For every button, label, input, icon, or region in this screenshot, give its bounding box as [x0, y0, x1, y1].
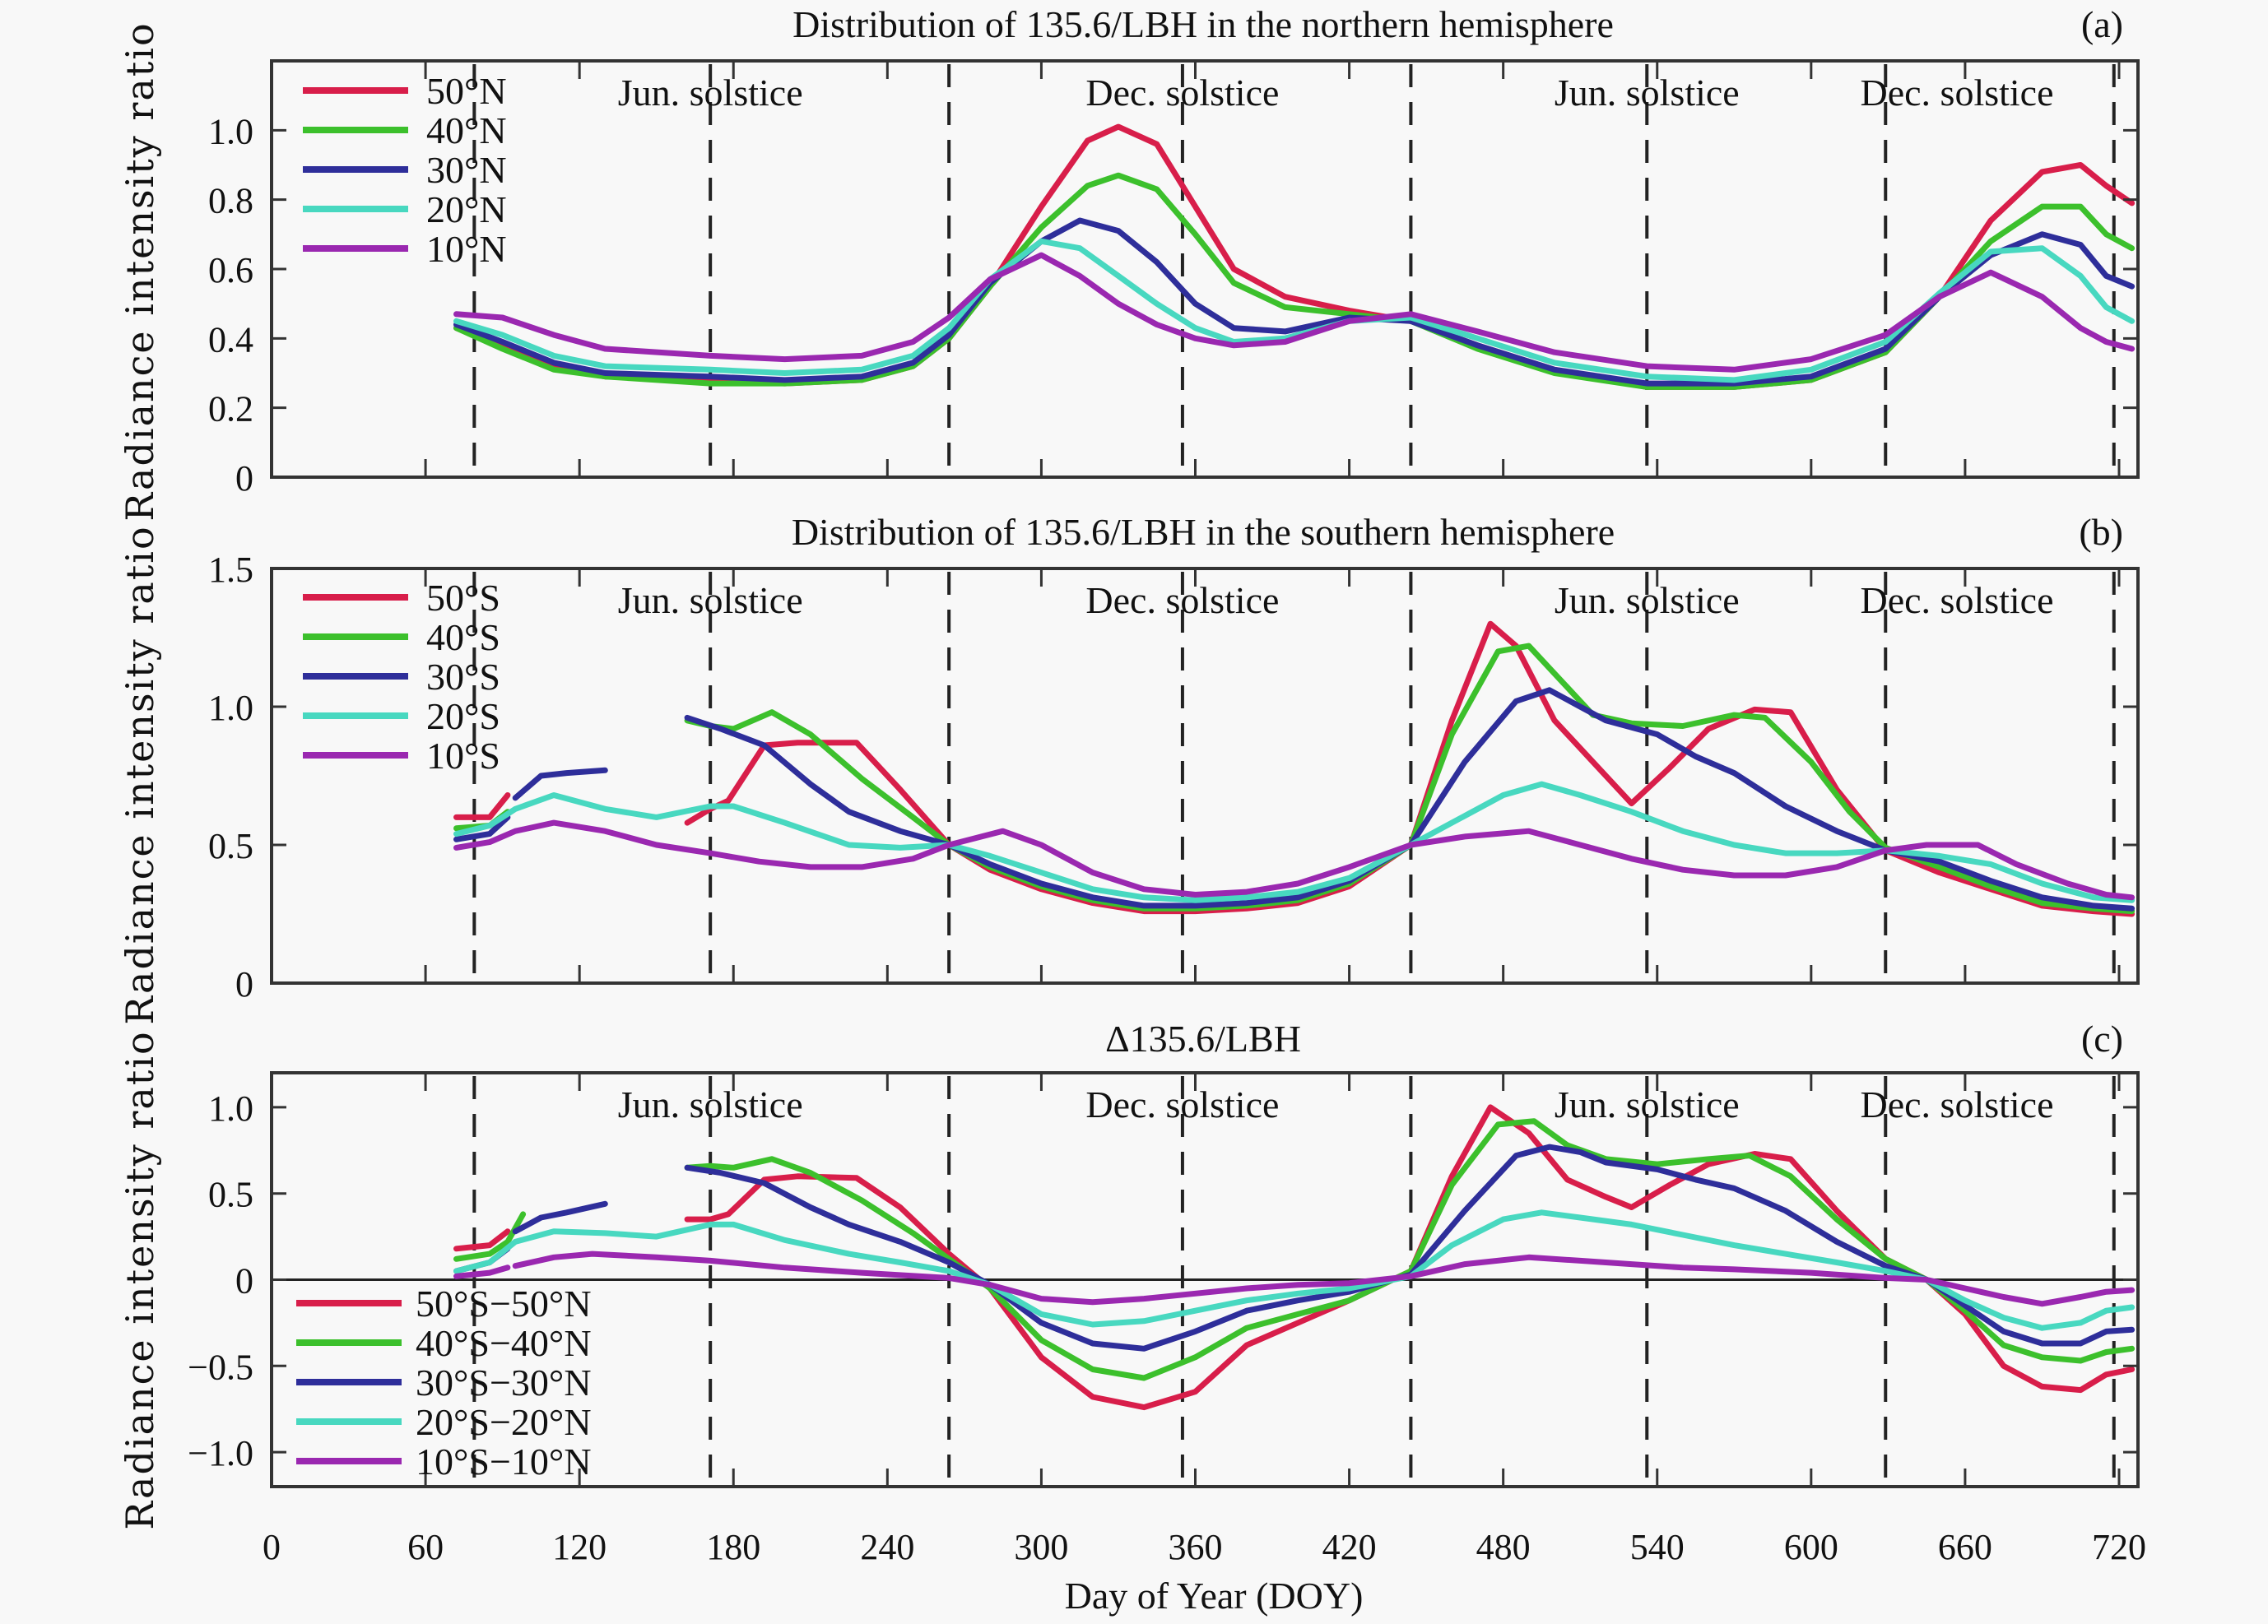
legend-label: 20°S−20°N: [416, 1401, 592, 1443]
x-tick-label: 120: [552, 1527, 607, 1567]
panel-b-southern-hemisphere: Distribution of 135.6/LBH in the souther…: [118, 511, 2140, 1025]
panel-c-label: (c): [2081, 1018, 2123, 1060]
panel-b-label: (b): [2079, 511, 2123, 553]
legend-label: 50°S−50°N: [416, 1283, 592, 1325]
series-line-50°S−50°N: [453, 1228, 511, 1252]
legend-label: 50°S: [426, 577, 500, 619]
solstice-annotation: Dec. solstice: [1860, 72, 2053, 114]
y-tick-label: 1.0: [208, 1088, 253, 1129]
y-tick-label: 0: [235, 458, 253, 499]
y-tick-label: 0.5: [208, 1175, 253, 1215]
legend-label: 10°S: [426, 735, 500, 777]
x-tick-label: 420: [1322, 1527, 1377, 1567]
x-tick-label: 300: [1014, 1527, 1068, 1567]
y-tick-label: 0.4: [208, 319, 253, 360]
legend-label: 20°N: [426, 188, 507, 230]
x-tick-label: 360: [1169, 1527, 1223, 1567]
series-line-30°S: [512, 767, 608, 801]
y-tick-label: 0: [235, 964, 253, 1005]
x-axis-label: Day of Year (DOY): [1065, 1575, 1364, 1617]
solstice-annotation: Jun. solstice: [1555, 1083, 1740, 1125]
legend-label: 30°S: [426, 656, 500, 698]
solstice-annotation: Jun. solstice: [1555, 72, 1740, 114]
series-line-50°S: [453, 792, 511, 820]
y-tick-label: 1.0: [208, 688, 253, 728]
y-tick-label: −1.0: [188, 1433, 253, 1473]
panel-a-title: Distribution of 135.6/LBH in the norther…: [792, 3, 1614, 45]
y-tick-label: 0.2: [208, 389, 253, 429]
solstice-annotation: Dec. solstice: [1085, 579, 1279, 621]
solstice-annotation: Jun. solstice: [1555, 579, 1740, 621]
x-tick-label: 0: [263, 1527, 281, 1567]
legend-label: 30°N: [426, 149, 507, 191]
panel-b-y-axis-label: Radiance intensity ratio: [118, 525, 162, 1024]
x-tick-label: 600: [1784, 1527, 1838, 1567]
solstice-annotation: Dec. solstice: [1085, 72, 1279, 114]
solstice-annotation: Dec. solstice: [1860, 1083, 2053, 1125]
x-tick-label: 60: [407, 1527, 444, 1567]
series-line-40°S−40°N: [453, 1211, 527, 1262]
plot-frame: [270, 567, 2140, 985]
solstice-annotation: Dec. solstice: [1860, 579, 2053, 621]
x-tick-label: 660: [1938, 1527, 1992, 1567]
series-line-10°S−10°N: [512, 1250, 2136, 1307]
y-tick-label: 0: [235, 1261, 253, 1302]
series-line-20°S: [453, 781, 2136, 903]
x-tick-label: 180: [706, 1527, 760, 1567]
legend-label: 10°S−10°N: [416, 1441, 592, 1482]
legend-label: 40°N: [426, 109, 507, 151]
panel-c-title: Δ135.6/LBH: [1105, 1018, 1301, 1060]
legend-label: 10°N: [426, 228, 507, 270]
y-tick-label: 0.8: [208, 181, 253, 221]
series-line-30°S: [684, 687, 2136, 912]
x-tick-label: 480: [1476, 1527, 1531, 1567]
series-line-20°N: [453, 238, 2136, 383]
y-tick-label: 1.5: [208, 550, 253, 590]
panel-c-y-axis-label: Radiance intensity ratio: [118, 1030, 162, 1529]
series-line-10°S: [453, 819, 2136, 901]
series-line-40°S: [684, 643, 2136, 915]
panel-a-label: (a): [2081, 3, 2123, 45]
series-line-30°S−30°N: [512, 1200, 608, 1235]
legend-label: 50°N: [426, 70, 507, 112]
legend-label: 20°S: [426, 695, 500, 737]
solstice-annotation: Jun. solstice: [618, 1083, 803, 1125]
y-tick-label: 0.5: [208, 826, 253, 866]
y-tick-label: 1.0: [208, 111, 253, 151]
y-tick-label: 0.6: [208, 250, 253, 290]
solstice-annotation: Jun. solstice: [618, 72, 803, 114]
x-tick-label: 240: [860, 1527, 914, 1567]
legend-label: 40°S: [426, 616, 500, 658]
solstice-annotation: Jun. solstice: [618, 579, 803, 621]
panel-c-difference: Δ135.6/LBH (c) Radiance intensity ratio …: [118, 1018, 2140, 1530]
panel-a-northern-hemisphere: Distribution of 135.6/LBH in the norther…: [118, 3, 2140, 522]
series-line-30°S: [453, 814, 511, 842]
legend-label: 30°S−30°N: [416, 1362, 592, 1404]
panel-a-y-axis-label: Radiance intensity ratio: [118, 21, 162, 521]
panel-b-title: Distribution of 135.6/LBH in the souther…: [792, 511, 1615, 553]
series-line-10°S−10°N: [453, 1264, 511, 1279]
x-tick-label: 720: [2092, 1527, 2146, 1567]
x-tick-label: 540: [1630, 1527, 1685, 1567]
series-line-10°N: [453, 252, 2136, 373]
legend-label: 40°S−40°N: [416, 1322, 592, 1364]
y-tick-label: −0.5: [188, 1347, 253, 1387]
solstice-annotation: Dec. solstice: [1085, 1083, 1279, 1125]
